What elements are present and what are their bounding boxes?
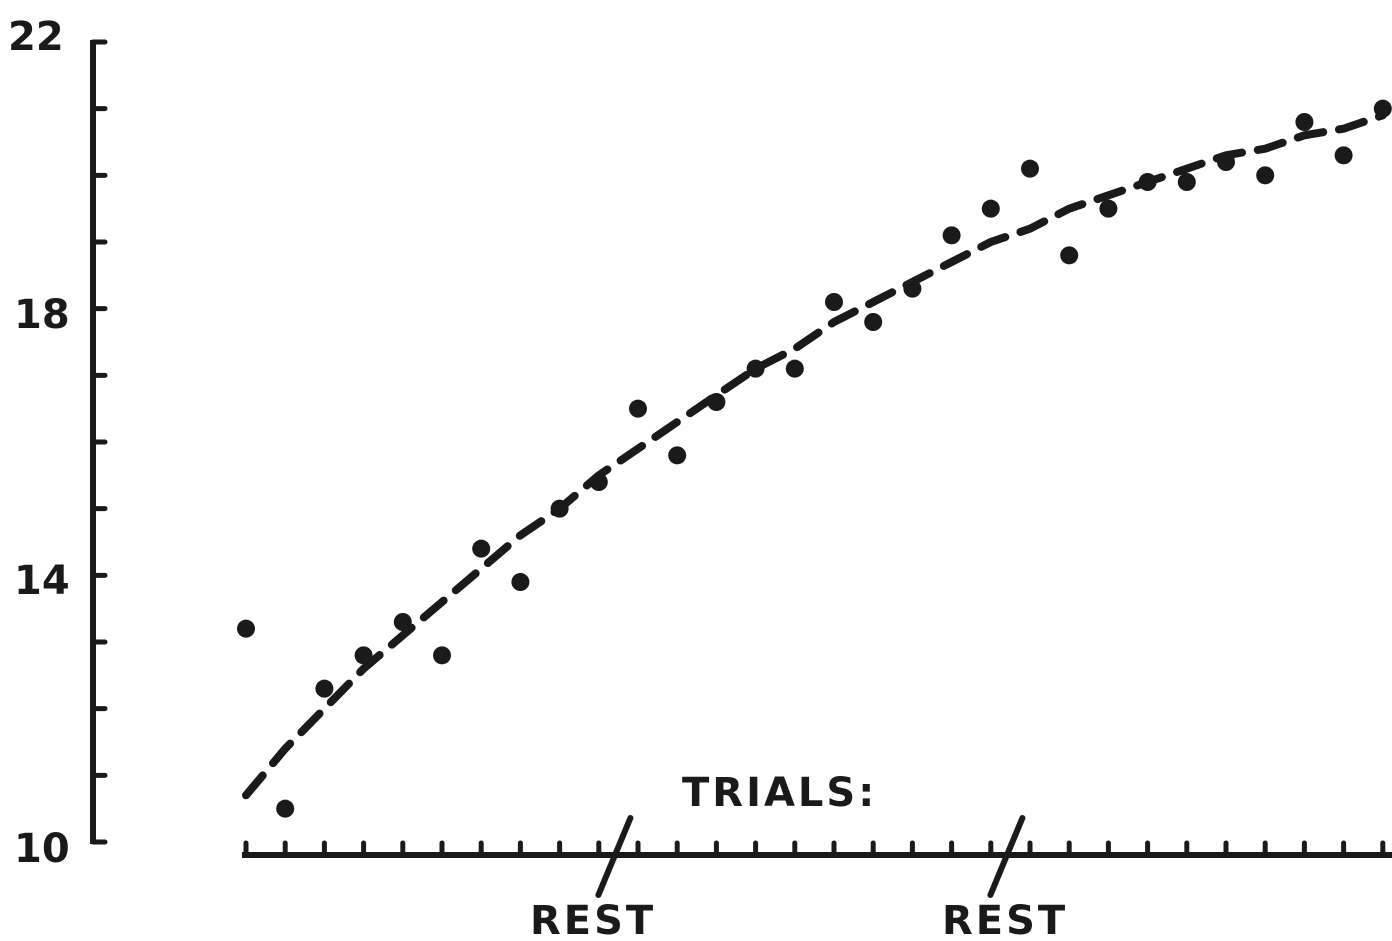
data-point — [472, 539, 491, 558]
data-point — [668, 446, 687, 465]
axes — [90, 39, 1392, 858]
data-points-group — [237, 99, 1392, 818]
y-tick-label-14: 14 — [14, 558, 70, 604]
data-point — [785, 359, 804, 378]
trend-line — [242, 111, 1387, 800]
data-point — [1138, 173, 1157, 191]
data-point — [237, 619, 255, 638]
data-point — [1256, 166, 1275, 185]
data-point — [433, 646, 451, 665]
data-point — [393, 613, 412, 631]
data-point — [903, 279, 922, 298]
data-point — [1217, 153, 1235, 171]
y-tick-label-18: 18 — [14, 292, 70, 338]
data-point — [1295, 113, 1314, 131]
data-point — [1099, 199, 1118, 218]
rest-break-mark — [987, 815, 1026, 898]
rest-label-2: REST — [942, 898, 1068, 941]
data-point — [981, 199, 1000, 218]
data-point — [1373, 99, 1392, 118]
data-point — [1177, 173, 1196, 191]
trials-label: TRIALS: — [682, 770, 877, 816]
data-point — [864, 313, 883, 331]
y-tick-label-22: 22 — [8, 14, 64, 60]
data-point — [942, 226, 961, 245]
data-point — [1021, 159, 1039, 178]
data-point — [276, 799, 295, 818]
rest-break-mark — [595, 815, 634, 898]
data-point — [354, 646, 373, 665]
y-tick-labels: 22 18 14 10 — [8, 14, 70, 872]
data-point — [707, 393, 726, 411]
data-point — [511, 573, 530, 591]
data-point — [629, 399, 647, 418]
data-point — [589, 473, 608, 491]
data-point — [315, 679, 334, 698]
data-point — [746, 359, 765, 378]
trend-line-group — [242, 111, 1387, 800]
y-tick-label-10: 10 — [14, 826, 70, 872]
data-point — [1060, 246, 1079, 265]
data-point — [1334, 146, 1353, 165]
data-point — [825, 293, 843, 311]
data-point — [550, 499, 569, 518]
rest-breaks-group — [595, 815, 1026, 898]
rest-label-1: REST — [530, 898, 656, 941]
